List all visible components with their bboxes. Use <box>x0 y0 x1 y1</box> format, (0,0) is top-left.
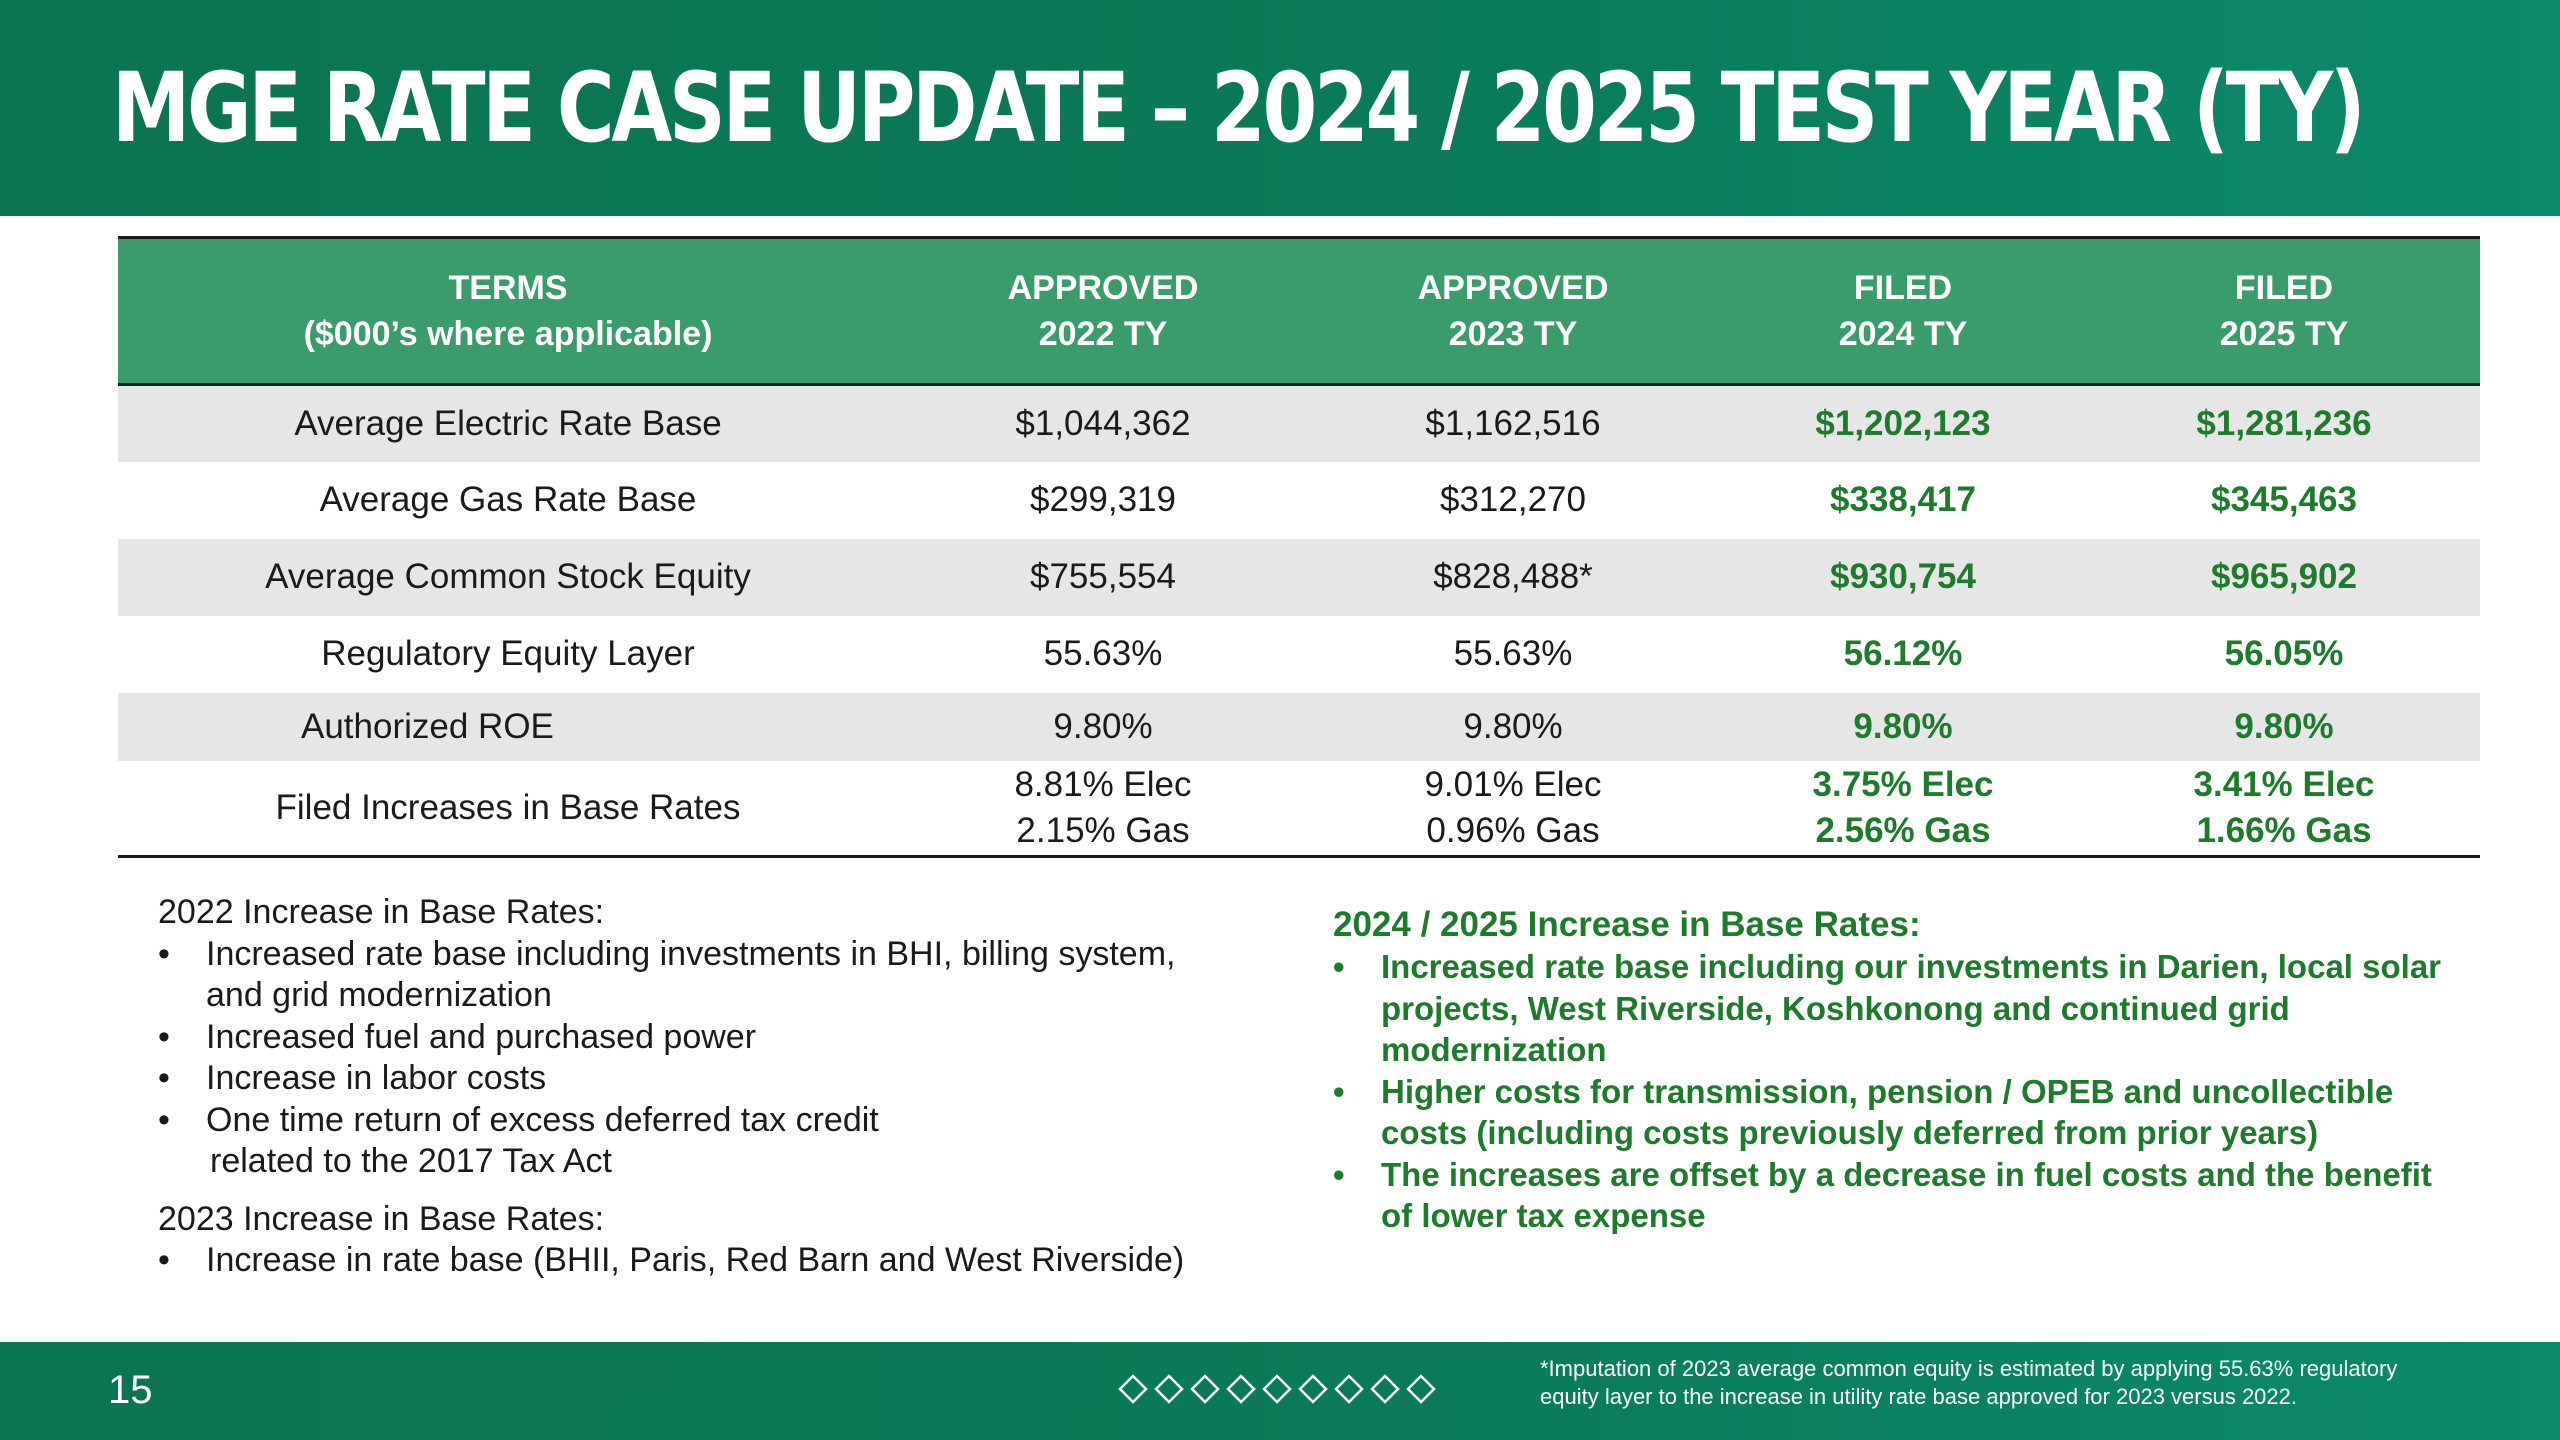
list-item: Increase in labor costs <box>158 1058 1258 1100</box>
notes-2024-2025: 2024 / 2025 Increase in Base Rates: Incr… <box>1333 904 2453 1237</box>
table-row: Regulatory Equity Layer 55.63% 55.63% 56… <box>118 616 2480 693</box>
list-item: Increased fuel and purchased power <box>158 1017 1258 1059</box>
diamond-outline-icon <box>1154 1374 1184 1404</box>
list-item: Increased rate base including our invest… <box>1333 946 2453 1071</box>
diamond-outline-icon <box>1262 1374 1292 1404</box>
header-approved-2023: APPROVED 2023 TY <box>1308 237 1718 386</box>
title-bar <box>0 0 2560 216</box>
list-item: The increases are offset by a decrease i… <box>1333 1154 2453 1237</box>
cell-filed-2024: $930,754 <box>1718 538 2088 616</box>
cell-filed-2025: $1,281,236 <box>2088 384 2480 462</box>
diamond-outline-icon <box>1226 1374 1256 1404</box>
header-filed-2025: FILED 2025 TY <box>2088 237 2480 386</box>
page-number: 15 <box>108 1368 153 1412</box>
row-label: Average Common Stock Equity <box>118 538 898 616</box>
cell-filed-2025: 9.80% <box>2088 692 2480 761</box>
cell-approved-2023: 9.01% Elec 0.96% Gas <box>1424 764 1602 850</box>
footer-bar <box>0 1342 2560 1440</box>
cell-filed-2024: 3.75% Elec 2.56% Gas <box>1812 764 1994 850</box>
list-item: Increase in rate base (BHII, Paris, Red … <box>158 1240 1258 1282</box>
notes-2022-2023: 2022 Increase in Base Rates: Increased r… <box>158 892 1258 1282</box>
list-item: One time return of excess deferred tax c… <box>158 1100 1258 1183</box>
table-row: Authorized ROE 9.80% 9.80% 9.80% 9.80% <box>118 692 2480 761</box>
row-label: Filed Increases in Base Rates <box>275 787 741 827</box>
cell-approved-2023: 55.63% <box>1453 634 1573 673</box>
notes-heading-2022: 2022 Increase in Base Rates: <box>158 893 605 931</box>
cell-approved-2022: 8.81% Elec 2.15% Gas <box>1014 764 1192 850</box>
slide-title: MGE RATE CASE UPDATE – 2024 / 2025 TEST … <box>112 52 2366 164</box>
row-label: Regulatory Equity Layer <box>321 634 695 673</box>
header-approved-2022: APPROVED 2022 TY <box>898 237 1308 386</box>
cell-approved-2023: $312,270 <box>1440 480 1586 519</box>
list-item: Increased rate base including investment… <box>158 934 1258 1017</box>
notes-heading-2023: 2023 Increase in Base Rates: <box>158 1199 605 1238</box>
bullets-2022: Increased rate base including investment… <box>158 934 1258 1183</box>
cell-approved-2023: $1,162,516 <box>1308 384 1718 462</box>
diamond-outline-icon <box>1190 1374 1220 1404</box>
row-label: Authorized ROE <box>118 692 898 761</box>
diamond-outline-icon <box>1370 1374 1400 1404</box>
table-row: Filed Increases in Base Rates 8.81% Elec… <box>118 761 2480 857</box>
diamond-outline-icon <box>1334 1374 1364 1404</box>
cell-approved-2022: 55.63% <box>1043 634 1163 673</box>
cell-filed-2025: $345,463 <box>2211 480 2357 519</box>
diamond-outline-icon <box>1118 1374 1148 1404</box>
cell-approved-2022: $1,044,362 <box>898 384 1308 462</box>
row-label: Average Gas Rate Base <box>319 480 697 519</box>
table-row: Average Electric Rate Base $1,044,362 $1… <box>118 384 2480 462</box>
cell-filed-2025: $965,902 <box>2088 538 2480 616</box>
diamond-outline-icon <box>1298 1374 1328 1404</box>
row-label: Average Electric Rate Base <box>118 384 898 462</box>
cell-filed-2025: 56.05% <box>2224 634 2344 673</box>
cell-approved-2023: $828,488* <box>1308 538 1718 616</box>
table-row: Average Common Stock Equity $755,554 $82… <box>118 538 2480 616</box>
header-terms: TERMS ($000’s where applicable) <box>118 237 898 386</box>
cell-filed-2024: 9.80% <box>1718 692 2088 761</box>
list-item: Higher costs for transmission, pension /… <box>1333 1071 2453 1154</box>
cell-filed-2025: 3.41% Elec 1.66% Gas <box>2193 764 2375 850</box>
diamond-decoration <box>1118 1374 1436 1404</box>
cell-approved-2022: 9.80% <box>898 692 1308 761</box>
cell-approved-2023: 9.80% <box>1308 692 1718 761</box>
table-header-row: TERMS ($000’s where applicable) APPROVED… <box>118 237 2480 386</box>
diamond-outline-icon <box>1406 1374 1436 1404</box>
bullets-2023: Increase in rate base (BHII, Paris, Red … <box>158 1240 1258 1282</box>
cell-approved-2022: $755,554 <box>898 538 1308 616</box>
cell-filed-2024: $338,417 <box>1830 480 1976 519</box>
header-filed-2024: FILED 2024 TY <box>1718 237 2088 386</box>
cell-filed-2024: 56.12% <box>1843 634 1963 673</box>
bullets-2024-2025: Increased rate base including our invest… <box>1333 946 2453 1237</box>
table-row: Average Gas Rate Base $299,319 $312,270 … <box>118 462 2480 539</box>
cell-approved-2022: $299,319 <box>1030 480 1176 519</box>
rate-case-table: TERMS ($000’s where applicable) APPROVED… <box>118 236 2480 858</box>
cell-filed-2024: $1,202,123 <box>1718 384 2088 462</box>
notes-heading-2024-2025: 2024 / 2025 Increase in Base Rates: <box>1333 905 1921 944</box>
footnote: *Imputation of 2023 average common equit… <box>1540 1356 2398 1409</box>
